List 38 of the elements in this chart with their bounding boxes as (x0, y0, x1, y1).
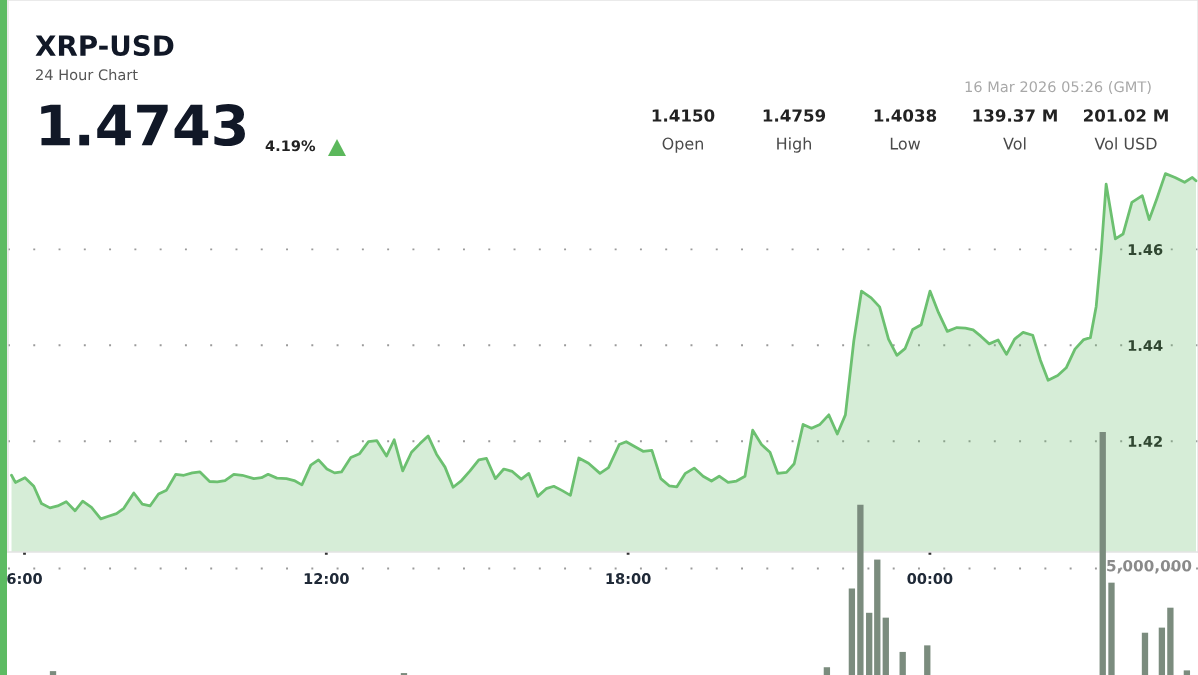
bar (924, 645, 931, 675)
annotation: 1.4038 (874, 109, 937, 122)
bar (1158, 627, 1166, 675)
text: XRP-USD (35, 35, 174, 57)
y-tick-label: 1.44 (1128, 340, 1163, 351)
annotation: 5,000,000 (1107, 559, 1192, 574)
annotation: 201.02 M (1083, 109, 1168, 122)
x-tick-label: 6:00 (7, 573, 42, 585)
bar (857, 504, 864, 675)
annotation: Vol (1003, 137, 1026, 150)
annotation: Open (662, 137, 703, 153)
bar (1167, 607, 1174, 675)
bar (1141, 632, 1149, 675)
y-tick-label: 1.42 (1128, 435, 1162, 447)
x-tick-label: 00:00 (907, 573, 953, 585)
text: 24 Hour Chart (36, 68, 138, 81)
bar (874, 559, 881, 675)
bar (1099, 432, 1106, 675)
bar (49, 671, 57, 675)
bar (1183, 670, 1191, 675)
annotation: 1.4150 (652, 109, 715, 122)
annotation: 16 Mar 2026 05:26 (GMT) (965, 80, 1151, 94)
x-tick-label: 18:00 (606, 573, 651, 585)
bar (866, 612, 873, 675)
x-tick-label: 12:00 (304, 573, 349, 585)
annotation: 4.19% (265, 140, 316, 152)
annotation: 1.4759 (763, 109, 826, 122)
annotation: Low (890, 137, 921, 150)
annotation: 1.4743 (41, 104, 245, 147)
bar (899, 651, 906, 675)
annotation: 139.37 M (973, 109, 1057, 122)
bar (848, 588, 856, 675)
annotation: High (777, 137, 811, 153)
bar (823, 667, 831, 675)
bar (1108, 582, 1115, 675)
annotation: Vol USD (1094, 137, 1157, 150)
bar (882, 617, 889, 675)
y-tick-label: 1.46 (1128, 244, 1163, 256)
